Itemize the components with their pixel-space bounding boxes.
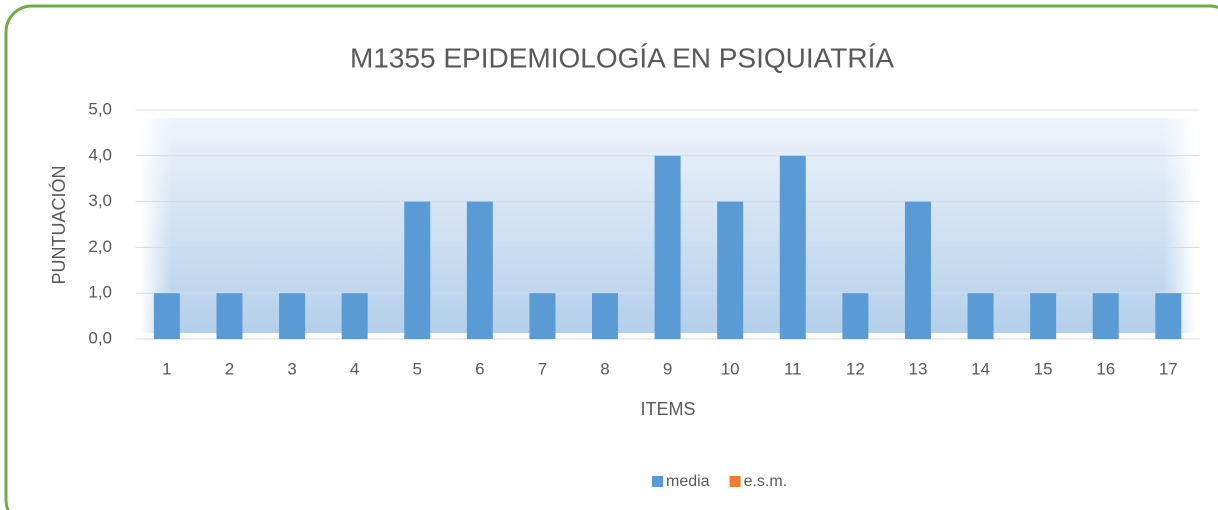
y-axis-title: PUNTUACIÓN xyxy=(48,165,69,284)
legend-swatch xyxy=(652,476,663,487)
x-tick-label: 1 xyxy=(162,359,171,378)
x-tick-label: 8 xyxy=(600,359,609,378)
legend: media e.s.m. xyxy=(652,473,787,490)
bar xyxy=(1092,293,1119,339)
y-tick-label: 4,0 xyxy=(88,145,112,164)
x-tick-label: 5 xyxy=(413,359,422,378)
x-axis-title: ITEMS xyxy=(640,399,695,419)
bar xyxy=(904,201,931,339)
legend-swatch xyxy=(729,476,741,487)
bar xyxy=(279,293,306,339)
bar xyxy=(341,293,368,339)
x-tick-label: 17 xyxy=(1159,359,1178,378)
y-tick-label: 0,0 xyxy=(88,328,112,347)
bar xyxy=(842,293,869,339)
bar xyxy=(779,155,806,339)
y-tick-label: 5,0 xyxy=(88,99,112,118)
bar xyxy=(466,201,493,339)
bar xyxy=(717,201,744,339)
x-tick-label: 11 xyxy=(784,359,802,378)
x-tick-label: 4 xyxy=(350,359,359,378)
x-tick-label: 7 xyxy=(538,359,547,378)
x-tick-label: 6 xyxy=(475,359,484,378)
x-tick-label: 10 xyxy=(721,359,740,378)
ticks: 0,01,02,03,04,05,01 2 3 4 5 6 7 8 9 10 11 12 13 14 15 1… xyxy=(88,99,1200,378)
bar xyxy=(153,293,180,339)
x-tick-label: 3 xyxy=(287,359,296,378)
bar xyxy=(967,293,994,339)
bar xyxy=(1030,293,1057,339)
chart-title: M1355 EPIDEMIOLOGÍA EN PSIQUIATRÍA xyxy=(350,42,894,73)
x-tick-label: 9 xyxy=(663,359,672,378)
x-tick-label: 15 xyxy=(1034,359,1053,378)
x-tick-label: 12 xyxy=(846,359,865,378)
bar xyxy=(404,201,431,339)
y-tick-label: 3,0 xyxy=(88,191,112,210)
y-tick-label: 1,0 xyxy=(88,283,112,302)
x-tick-label: 16 xyxy=(1096,359,1115,378)
legend-label: media xyxy=(666,473,710,490)
bar xyxy=(654,155,681,339)
y-tick-label: 2,0 xyxy=(88,237,112,256)
bar xyxy=(1155,293,1182,339)
legend-label: e.s.m. xyxy=(744,473,788,490)
bar xyxy=(216,293,243,339)
x-tick-label: 14 xyxy=(971,359,990,378)
bar xyxy=(592,293,619,339)
bar xyxy=(529,293,556,339)
x-tick-label: 2 xyxy=(225,359,234,378)
x-tick-label: 13 xyxy=(908,359,927,378)
bars xyxy=(153,155,1182,339)
